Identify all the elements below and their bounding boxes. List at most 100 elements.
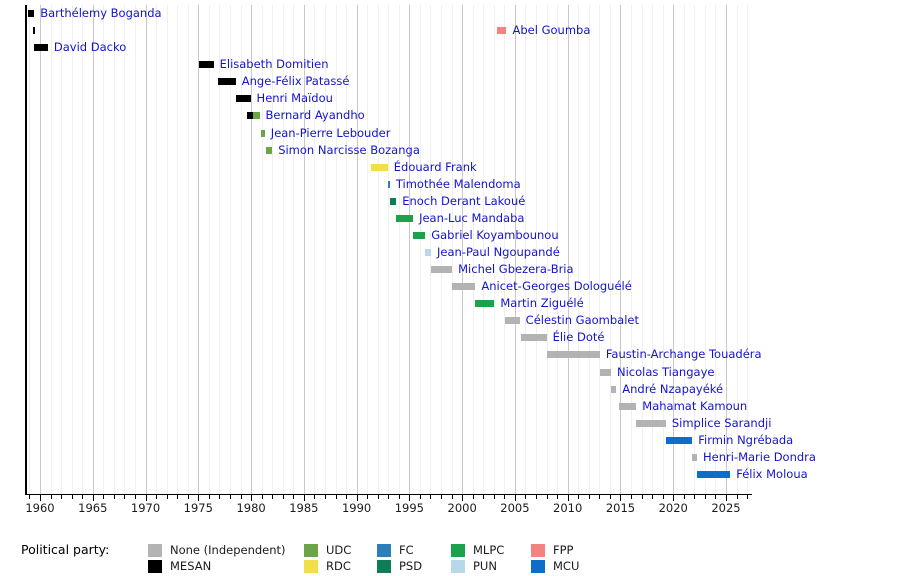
person-label[interactable]: Barthélemy Boganda: [40, 6, 162, 20]
gridline-minor: [377, 5, 379, 494]
person-label[interactable]: Mahamat Kamoun: [642, 398, 748, 413]
x-tick-minor: [261, 495, 263, 499]
x-tick-major: [567, 495, 569, 501]
term-bar: [546, 351, 600, 359]
term-bar: [504, 317, 520, 325]
x-tick-minor: [557, 495, 559, 499]
person-label[interactable]: Jean-Pierre Lebouder: [270, 125, 391, 140]
x-tick-minor: [208, 495, 210, 499]
gridline-major: [514, 5, 516, 494]
person-label[interactable]: André Nzapayéké: [622, 381, 724, 396]
person-label[interactable]: David Dacko: [53, 40, 127, 55]
person-label[interactable]: Henri Maïdou: [256, 91, 333, 106]
person-label[interactable]: Elisabeth Domitien: [219, 57, 329, 72]
person-label[interactable]: Ange-Félix Patassé: [241, 74, 350, 89]
person-label[interactable]: Célestin Gaombalet: [525, 313, 640, 328]
person-label[interactable]: Henri-Marie Dondra: [702, 449, 816, 464]
x-tick-minor: [29, 495, 31, 499]
x-tick-minor: [483, 495, 485, 499]
x-tick-minor: [61, 495, 63, 499]
x-tick-minor: [546, 495, 548, 499]
term-bar: [696, 470, 731, 478]
person-label[interactable]: Simplice Sarandji: [671, 415, 772, 430]
person-label[interactable]: Martin Ziguélé: [500, 296, 584, 311]
person-label[interactable]: Faustin-Archange Touadéra: [605, 347, 762, 362]
term-bar: [260, 129, 265, 137]
x-tick-minor: [177, 495, 179, 499]
x-tick-major: [145, 495, 147, 501]
person-label[interactable]: Anicet-Georges Dologuélé: [481, 279, 632, 294]
gridline-minor: [504, 5, 506, 494]
term-bar: [636, 419, 666, 427]
gridline-minor: [166, 5, 168, 494]
person-label[interactable]: Timothée Malendoma: [395, 176, 521, 191]
gridline-major: [726, 5, 727, 494]
x-tick-minor: [631, 495, 633, 499]
gridline-major: [145, 5, 147, 494]
gridline-minor: [261, 5, 263, 494]
x-tick-minor: [82, 495, 84, 499]
gridline-minor: [240, 5, 242, 494]
person-label[interactable]: Jean-Paul Ngoupandé: [437, 245, 560, 260]
x-tick-minor: [124, 495, 126, 499]
x-tick-label: 2025: [711, 501, 741, 515]
person-label[interactable]: Édouard Frank: [393, 159, 477, 174]
gridline-minor: [631, 5, 633, 494]
gridline-minor: [208, 5, 210, 494]
person-label[interactable]: Félix Moloua: [736, 466, 808, 481]
gridline-minor: [736, 5, 738, 494]
x-tick-minor: [324, 495, 326, 499]
x-tick-minor: [103, 495, 105, 499]
term-bar: [217, 78, 236, 86]
gridline-minor: [493, 5, 495, 494]
legend-label: PUN: [473, 559, 497, 574]
x-tick-minor: [683, 495, 685, 499]
person-label[interactable]: Nicolas Tiangaye: [616, 364, 715, 379]
gridline-minor: [388, 5, 390, 494]
person-label[interactable]: Bernard Ayandho: [265, 108, 365, 123]
term-bar: [371, 163, 388, 171]
gridline-minor: [578, 5, 580, 494]
legend-swatch: [377, 544, 391, 557]
term-bar: [253, 112, 260, 120]
x-tick-minor: [504, 495, 506, 499]
legend-label: None (Independent): [170, 543, 286, 557]
term-bar: [32, 27, 35, 35]
gridline-minor: [61, 5, 63, 494]
x-tick-label: 1965: [78, 501, 108, 515]
person-label[interactable]: Firmin Ngrébada: [698, 432, 794, 447]
legend-swatch: [451, 544, 465, 557]
gridline-minor: [82, 5, 84, 494]
person-label[interactable]: Enoch Derant Lakoué: [402, 193, 526, 208]
gridline-minor: [113, 5, 115, 494]
x-tick-label: 1975: [183, 501, 213, 515]
gridline-minor: [641, 5, 643, 494]
x-tick-minor: [388, 495, 390, 499]
term-bar: [618, 402, 637, 410]
x-tick-minor: [166, 495, 168, 499]
x-tick-major: [356, 495, 358, 501]
gridline-minor: [599, 5, 601, 494]
x-tick-minor: [736, 495, 738, 499]
x-tick-major: [620, 495, 622, 501]
x-tick-minor: [451, 495, 453, 499]
x-tick-minor: [134, 495, 136, 499]
x-tick-minor: [314, 495, 316, 499]
x-tick-minor: [599, 495, 601, 499]
person-label[interactable]: Élie Doté: [552, 330, 605, 345]
person-label[interactable]: Michel Gbezera-Bria: [458, 262, 574, 277]
gridline-minor: [156, 5, 158, 494]
gridline-minor: [441, 5, 443, 494]
person-label[interactable]: Jean-Luc Mandaba: [419, 210, 525, 225]
x-tick-minor: [272, 495, 274, 499]
person-label[interactable]: Abel Goumba: [512, 23, 591, 38]
legend-swatch: [451, 560, 465, 574]
x-tick-label: 2010: [553, 501, 583, 515]
person-label[interactable]: Gabriel Koyambounou: [431, 227, 559, 242]
person-label[interactable]: Simon Narcisse Bozanga: [278, 142, 420, 157]
term-bar: [34, 44, 48, 52]
gridline-minor: [346, 5, 348, 494]
x-tick-minor: [398, 495, 400, 499]
